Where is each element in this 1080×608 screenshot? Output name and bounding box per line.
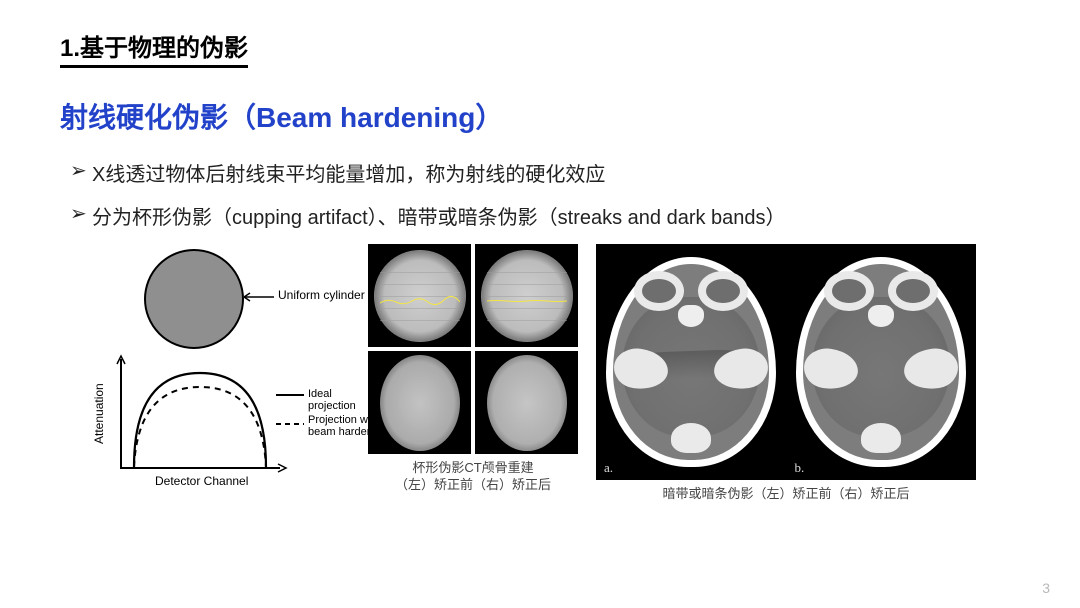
ct-after: b. [786,244,977,480]
phantom-corrected-top [475,244,578,347]
figure-diagram: Uniform cylinder Ideal projection Projec… [100,244,350,494]
legend-line-dashed [276,423,304,425]
subfigure-label-a: a. [604,460,613,476]
phantom-corrected-bottom [475,351,578,454]
slide: 1.基于物理的伪影 射线硬化伪影（Beam hardening） ➢ X线透过物… [0,0,1080,608]
phantom-uncorrected-bottom [368,351,471,454]
projection-curves [122,359,278,469]
ct-before: a. [596,244,786,480]
bullet-item: ➢ X线透过物体后射线束平均能量增加，称为射线的硬化效应 [70,158,1020,187]
diagram-cylinder-projection: Uniform cylinder Ideal projection Projec… [100,244,350,494]
label-cylinder: Uniform cylinder [278,288,365,302]
phantom-uncorrected-top [368,244,471,347]
figure-row: Uniform cylinder Ideal projection Projec… [100,244,1020,503]
uniform-cylinder-circle [144,249,244,349]
figure-streaks: a. b. 暗带或暗条伪影（左）矫正前（右）矫正后 [596,244,976,503]
bullet-text: X线透过物体后射线束平均能量增加，称为射线的硬化效应 [92,158,605,187]
bullet-item: ➢ 分为杯形伪影（cupping artifact）、暗带或暗条伪影（strea… [70,201,1020,230]
x-axis-label: Detector Channel [155,474,248,488]
figure-cupping: 杯形伪影CT颅骨重建 （左）矫正前（右）矫正后 [368,244,578,494]
subfigure-label-b: b. [795,460,805,476]
bullet-arrow-icon: ➢ [70,158,92,183]
figure-caption: 暗带或暗条伪影（左）矫正前（右）矫正后 [662,486,909,503]
ct-pair: a. b. [596,244,976,480]
bullet-text: 分为杯形伪影（cupping artifact）、暗带或暗条伪影（streaks… [92,201,786,230]
bullet-arrow-icon: ➢ [70,201,92,226]
arrow-icon [244,292,274,302]
ct-head-image [796,257,966,467]
caption-line: （左）矫正前（右）矫正后 [395,477,551,492]
figure-caption: 杯形伪影CT颅骨重建 （左）矫正前（右）矫正后 [395,460,551,494]
legend-line-solid [276,394,304,396]
y-axis-label: Attenuation [92,383,106,444]
caption-line: 杯形伪影CT颅骨重建 [412,460,533,475]
phantom-grid [368,244,578,454]
label-ideal: Ideal projection [308,388,356,412]
bullet-list: ➢ X线透过物体后射线束平均能量增加，称为射线的硬化效应 ➢ 分为杯形伪影（cu… [70,158,1020,230]
page-number: 3 [1042,580,1050,596]
section-title: 1.基于物理的伪影 [60,28,248,68]
sub-title: 射线硬化伪影（Beam hardening） [60,96,1020,136]
ct-head-image [606,257,776,467]
